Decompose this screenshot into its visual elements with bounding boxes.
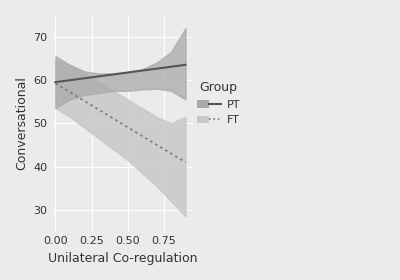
X-axis label: Unilateral Co-regulation: Unilateral Co-regulation [48,252,197,265]
Y-axis label: Conversational: Conversational [15,76,28,170]
Legend: PT, FT: PT, FT [197,81,240,125]
